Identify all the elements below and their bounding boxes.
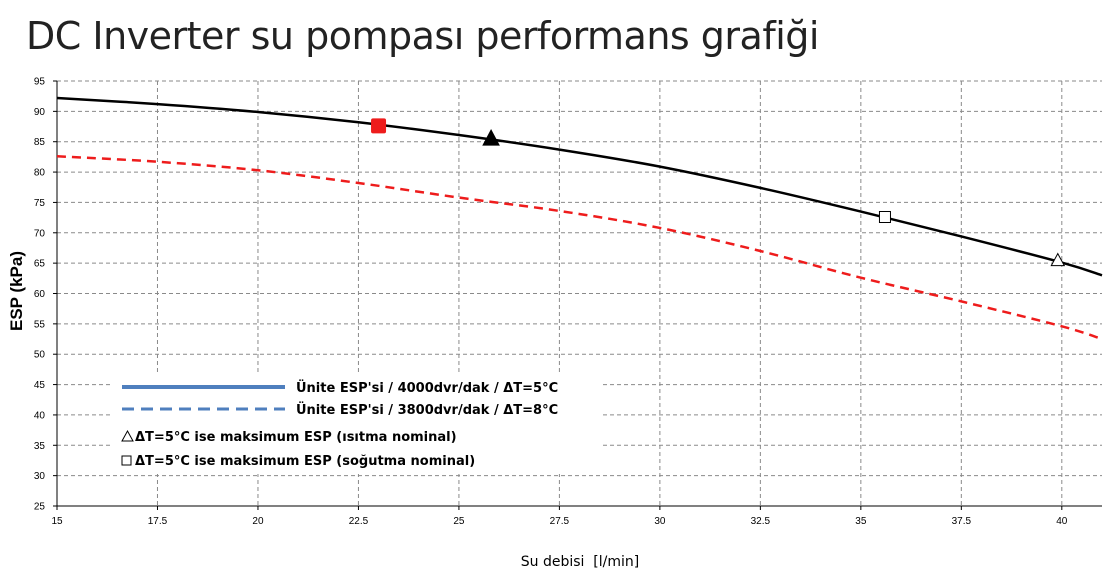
legend-label-heating-max: ΔT=5°C ise maksimum ESP (ısıtma nominal) xyxy=(135,430,457,445)
legend-label-cooling-max: ΔT=5°C ise maksimum ESP (soğutma nominal… xyxy=(135,454,475,469)
series-lines xyxy=(56,96,1103,341)
y-tick-label: 75 xyxy=(34,198,46,209)
x-tick-label: 25 xyxy=(453,516,465,527)
x-tick-label: 40 xyxy=(1056,516,1068,527)
y-tick-label: 55 xyxy=(34,319,46,330)
series-line-2 xyxy=(56,155,1103,341)
grid xyxy=(57,80,1102,506)
legend-triangle-outline-icon xyxy=(121,429,134,442)
x-tick-label: 17.5 xyxy=(148,516,168,527)
legend-label-series-2: Ünite ESP'si / 3800dvr/dak / ΔT=8°C xyxy=(296,402,558,418)
x-tick-label: 30 xyxy=(654,516,666,527)
y-tick-label: 25 xyxy=(34,502,46,513)
y-tick-label: 30 xyxy=(34,471,46,482)
y-tick-label: 90 xyxy=(34,107,46,118)
square-marker xyxy=(371,118,387,134)
x-ticks: 15 17.5 20 22.5 25 27.5 30 32.5 35 37.5 40 xyxy=(51,506,1068,527)
data-markers xyxy=(371,118,1066,267)
x-tick-label: 15 xyxy=(51,516,63,527)
legend: Ünite ESP'si / 4000dvr/dak / ΔT=5°C Ünit… xyxy=(112,372,602,474)
x-tick-label: 37.5 xyxy=(952,516,972,527)
y-tick-label: 85 xyxy=(34,137,46,148)
y-tick-label: 60 xyxy=(34,289,46,300)
x-tick-label: 35 xyxy=(855,516,867,527)
y-tick-label: 45 xyxy=(34,380,46,391)
triangle-marker xyxy=(482,129,500,146)
y-tick-label: 50 xyxy=(34,350,46,361)
x-tick-label: 32.5 xyxy=(751,516,771,527)
y-axis-label: ESP (kPa) xyxy=(7,251,26,331)
square-marker xyxy=(878,211,891,223)
y-tick-label: 35 xyxy=(34,441,46,452)
y-tick-label: 65 xyxy=(34,259,46,270)
y-tick-label: 80 xyxy=(34,168,46,179)
y-tick-label: 40 xyxy=(34,410,46,421)
legend-square-outline-icon xyxy=(121,455,132,466)
x-tick-label: 20 xyxy=(252,516,264,527)
x-tick-label: 22.5 xyxy=(349,516,369,527)
x-axis-label: Su debisi [l/min] xyxy=(521,554,640,570)
triangle-marker xyxy=(1050,252,1066,267)
series-line-1 xyxy=(56,96,1103,277)
legend-label-series-1: Ünite ESP'si / 4000dvr/dak / ΔT=5°C xyxy=(296,380,558,396)
y-tick-label: 95 xyxy=(34,77,46,88)
x-tick-label: 27.5 xyxy=(550,516,570,527)
y-tick-label: 70 xyxy=(34,228,46,239)
y-ticks: 25 30 35 40 45 50 55 60 65 70 75 80 85 90 95 xyxy=(34,77,57,513)
chart-title: DC Inverter su pompası performans grafiğ… xyxy=(26,14,819,58)
